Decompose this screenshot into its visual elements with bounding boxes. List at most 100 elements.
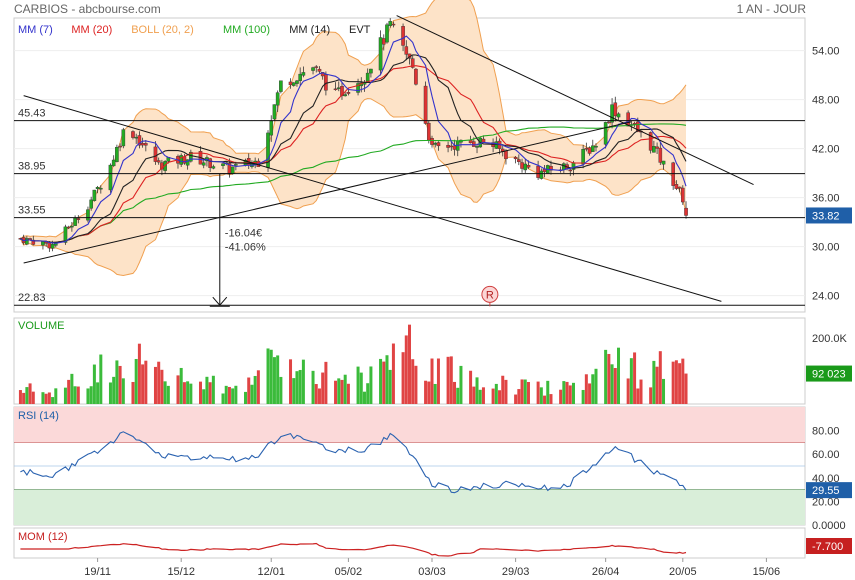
volume-bar [121,378,125,404]
price-tick-label: 42.00 [812,144,840,156]
candle-body [234,164,238,166]
candle-body [655,146,659,149]
candle-body [603,122,608,145]
candle-body [517,159,521,162]
candle-body [131,131,135,138]
volume-bar [301,359,305,404]
volume-bar [144,360,148,404]
candle-body [314,66,319,68]
volume-bar [99,354,103,404]
last-rsi-label: 29.55 [812,485,840,497]
volume-bar [314,384,318,404]
rsi-tick-label: 80.00 [812,426,840,438]
volume-bar [346,383,350,404]
candle-body [549,165,553,171]
volume-bar [559,389,563,404]
last-momentum-label: -7.700 [812,541,843,553]
volume-bar [501,375,505,404]
volume-bar [684,373,688,404]
candle-body [295,80,299,84]
candle-body [378,37,383,71]
candle-body [333,88,338,91]
volume-bar [571,382,575,404]
candle-body [523,163,528,171]
price-axis: 54.00 48.00 42.00 36.00 30.00 24.00 33.82 [806,46,852,303]
candle-body [73,217,77,226]
candle-body [272,104,277,120]
rsi-oversold-zone [14,489,805,525]
volume-bars [18,324,688,404]
level-label: 33.55 [18,205,46,217]
price-tick-label: 24.00 [812,291,840,303]
volume-bar [295,371,299,404]
candle-body [324,74,328,91]
candle-body [391,23,396,26]
x-tick-label: 15/12 [167,566,195,578]
volume-bar [221,393,225,404]
rsi-line [20,431,687,494]
candle-body [31,239,36,245]
volume-title: VOLUME [18,320,64,332]
candle-body [134,136,138,139]
volume-bar [359,372,363,404]
candle-body [472,141,476,147]
candle-body [594,146,598,148]
chart-title: CARBIOS - abcbourse.com [14,2,161,16]
candle-body [449,145,454,148]
rsi-zones [14,407,805,525]
level-label: 22.83 [18,292,46,304]
momentum-panel: MOM (12) -7.700 [13,527,852,559]
volume-bar [134,358,138,404]
legend-entry: MM (20) [71,24,112,36]
volume-bar [436,358,440,404]
candle-body [626,112,630,127]
volume-bar [182,382,186,404]
volume-bar [44,393,48,404]
volume-bar [202,389,206,404]
candle-body [410,58,415,68]
volume-bar [157,361,161,404]
volume-bar [73,386,77,404]
volume-bar [163,381,167,404]
volume-bar [189,383,193,404]
candle-body [426,122,431,141]
candle-body [423,85,428,124]
volume-bar [414,365,418,404]
candle-body [536,165,540,178]
candle-body [275,92,280,106]
volume-bar [543,395,547,404]
candle-body [211,166,216,169]
candle-body [99,187,103,190]
volume-panel: VOLUME 200.0K 92 023 [13,317,852,405]
candle-body [41,241,45,246]
price-tick-label: 30.00 [812,242,840,254]
volume-bar [340,379,344,404]
volume-bar [681,358,685,404]
rsi-title: RSI (14) [18,410,59,422]
volume-bar [234,385,238,404]
candle-body [610,104,614,123]
volume-bar [41,392,45,404]
volume-bar [179,367,183,404]
volume-bar [588,383,592,404]
level-label: 45.43 [18,108,46,120]
price-panel: 45.43 38.95 33.55 22.83 -16.04€ -41.06% R MM … [13,0,852,313]
volume-bar [76,386,80,404]
volume-bar [562,381,566,404]
last-momentum-badge [806,538,852,554]
momentum-line [20,542,687,557]
candle-body [616,113,621,118]
volume-bar [427,381,431,404]
volume-bar [22,392,26,404]
candles [18,18,688,252]
volume-bar [536,381,540,404]
candle-body [590,145,595,152]
volume-bar [629,358,633,404]
trendline [23,95,722,302]
volume-bar [594,368,598,404]
candle-body [674,184,679,189]
candle-body [542,169,547,173]
volume-bar [25,387,29,404]
price-tick-label: 36.00 [812,193,840,205]
volume-bar [160,369,164,404]
